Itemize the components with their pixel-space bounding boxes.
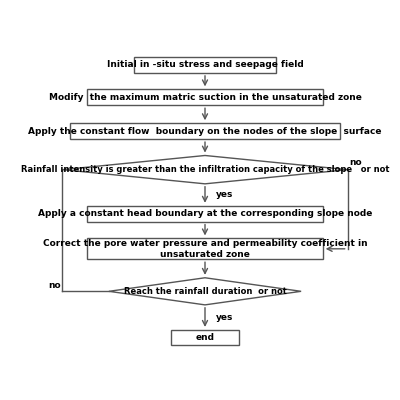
FancyBboxPatch shape — [134, 57, 276, 73]
Polygon shape — [109, 278, 301, 305]
Text: yes: yes — [216, 313, 233, 322]
Text: no: no — [48, 281, 61, 290]
Text: yes: yes — [216, 190, 233, 199]
Text: end: end — [196, 333, 214, 342]
Text: Correct the pore water pressure and permeability coefficient in
unsaturated zone: Correct the pore water pressure and perm… — [43, 239, 367, 258]
FancyBboxPatch shape — [87, 238, 323, 259]
Polygon shape — [62, 156, 348, 184]
Text: Initial in -situ stress and seepage field: Initial in -situ stress and seepage fiel… — [107, 60, 303, 70]
Text: Rainfall intensity is greater than the infiltration capacity of the slope   or n: Rainfall intensity is greater than the i… — [21, 165, 389, 174]
FancyBboxPatch shape — [87, 89, 323, 105]
FancyBboxPatch shape — [171, 330, 239, 345]
Text: Modify  the maximum matric suction in the unsaturated zone: Modify the maximum matric suction in the… — [48, 93, 362, 102]
Text: Apply a constant head boundary at the corresponding slope node: Apply a constant head boundary at the co… — [38, 209, 372, 218]
Text: Reach the rainfall duration  or not: Reach the rainfall duration or not — [124, 287, 286, 296]
FancyBboxPatch shape — [70, 123, 340, 139]
Text: Apply the constant flow  boundary on the nodes of the slope  surface: Apply the constant flow boundary on the … — [28, 127, 382, 136]
Text: no: no — [349, 158, 362, 167]
FancyBboxPatch shape — [87, 206, 323, 222]
